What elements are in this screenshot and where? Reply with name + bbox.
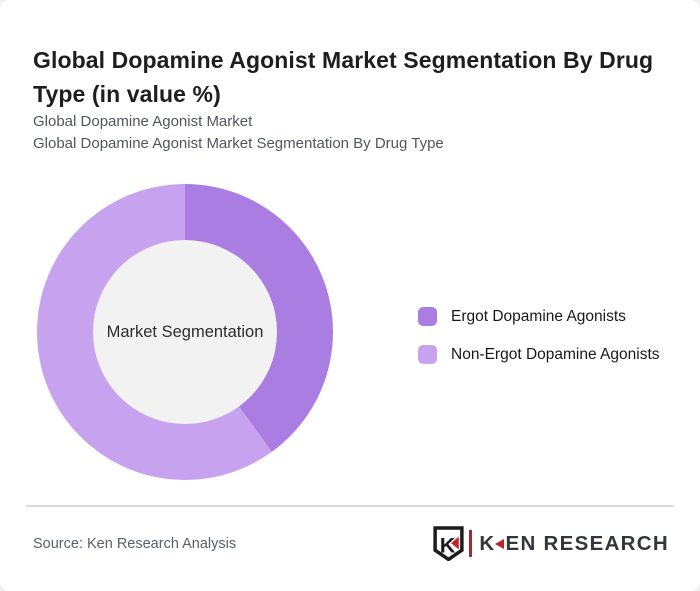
- source-text: Source: Ken Research Analysis: [33, 536, 237, 552]
- page-title: Global Dopamine Agonist Market Segmentat…: [33, 47, 654, 108]
- legend-item-ergot[interactable]: Ergot Dopamine Agonists: [418, 307, 660, 326]
- logo-word-k: K: [479, 531, 496, 555]
- ken-research-shield-icon: K: [433, 526, 465, 561]
- legend-label: Ergot Dopamine Agonists: [451, 307, 626, 325]
- svg-text:K: K: [440, 532, 456, 557]
- subtitle-line-2: Global Dopamine Agonist Market Segmentat…: [33, 134, 444, 152]
- legend: Ergot Dopamine Agonists Non-Ergot Dopami…: [418, 307, 660, 364]
- legend-swatch: [418, 345, 437, 364]
- logo-red-triangle-icon: [495, 539, 505, 549]
- chart-subtitle: Global Dopamine Agonist Market Global Do…: [33, 111, 444, 154]
- donut-center: Market Segmentation: [93, 240, 277, 424]
- legend-item-non-ergot[interactable]: Non-Ergot Dopamine Agonists: [418, 345, 660, 364]
- ken-research-logo: K K EN RESEARCH: [433, 526, 669, 561]
- legend-label: Non-Ergot Dopamine Agonists: [451, 345, 660, 363]
- logo-word-rest: EN RESEARCH: [505, 531, 669, 555]
- logo-divider-bar: [469, 530, 473, 557]
- footer-divider: [26, 505, 674, 507]
- donut-center-label: Market Segmentation: [106, 322, 264, 341]
- logo-wordmark: K EN RESEARCH: [479, 532, 669, 556]
- donut-chart: Market Segmentation: [37, 184, 333, 480]
- subtitle-line-1: Global Dopamine Agonist Market: [33, 113, 253, 130]
- legend-swatch: [418, 307, 437, 326]
